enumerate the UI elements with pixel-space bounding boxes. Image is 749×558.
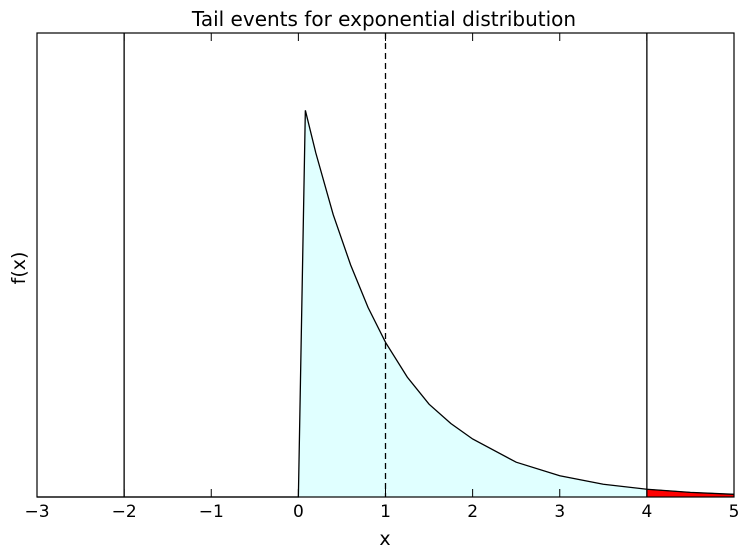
- chart-title: Tail events for exponential distribution: [191, 7, 576, 31]
- density-fill: [37, 110, 734, 497]
- x-tick-label: 4: [641, 502, 652, 522]
- x-tick-label: −1: [199, 502, 224, 522]
- density-curve: [37, 110, 735, 498]
- x-tick-label: −3: [24, 502, 49, 522]
- y-axis-label: f(x): [8, 252, 30, 285]
- plot-area: [37, 33, 735, 498]
- x-tick-label: −2: [112, 502, 137, 522]
- x-tick-label: 5: [729, 502, 740, 522]
- x-axis-label: x: [379, 528, 390, 550]
- x-tick-label: 3: [554, 502, 565, 522]
- x-tick-label: 2: [467, 502, 478, 522]
- x-axis-ticks: −3 −2 −1 0 1 2 3 4 5: [24, 33, 739, 522]
- x-tick-label: 1: [380, 502, 391, 522]
- x-tick-label: 0: [293, 502, 304, 522]
